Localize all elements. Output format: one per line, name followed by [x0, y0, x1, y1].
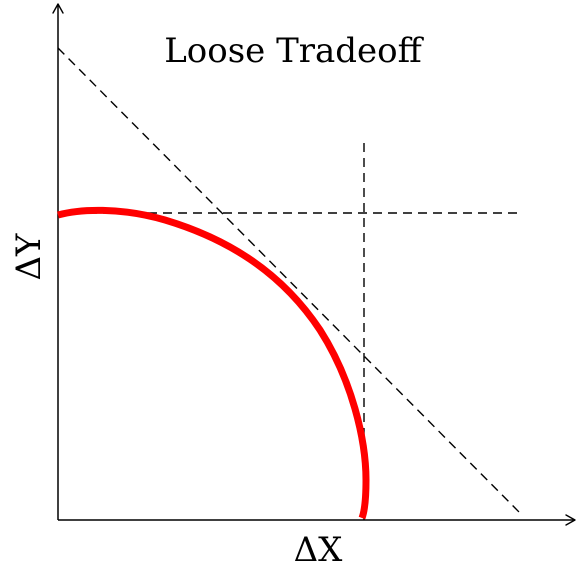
dashed-diagonal-line: [57, 47, 523, 516]
x-axis-label: ΔX: [294, 530, 344, 570]
y-axis-label: ΔY: [9, 233, 49, 281]
tradeoff-curve: [57, 206, 370, 520]
diagram-title: Loose Tradeoff: [164, 31, 424, 71]
